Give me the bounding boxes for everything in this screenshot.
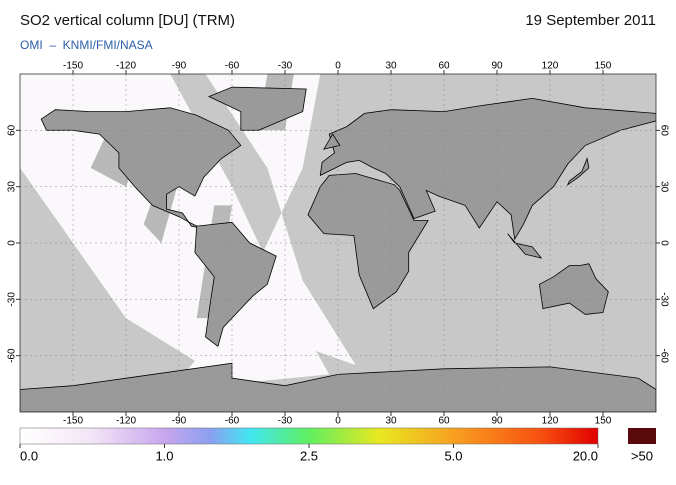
y-tick-label: 0 — [658, 240, 669, 246]
x-tick-label: 120 — [542, 61, 559, 72]
source: OMI – KNMI/FMI/NASA — [20, 38, 153, 52]
map — [20, 74, 656, 412]
land — [40, 107, 242, 229]
y-tick-label: 30 — [658, 181, 669, 193]
x-tick-label: -90 — [172, 61, 187, 72]
x-tick-label: -150 — [63, 416, 83, 427]
x-tick-label: -150 — [63, 61, 83, 72]
x-tick-label: 150 — [595, 61, 612, 72]
y-tick-label: 0 — [7, 240, 18, 246]
x-tick-label: -30 — [278, 61, 293, 72]
y-tick-label: 30 — [7, 181, 18, 193]
x-tick-label: -120 — [116, 416, 136, 427]
x-tick-label: -90 — [172, 416, 187, 427]
land — [194, 221, 277, 347]
colorbar-label: 20.0 — [573, 448, 598, 463]
colorbar-overflow — [628, 428, 656, 444]
land — [566, 157, 590, 186]
colorbar — [19, 427, 599, 445]
colorbar-label: 1.0 — [155, 448, 173, 463]
x-tick-label: 30 — [385, 416, 397, 427]
x-tick-label: 120 — [542, 416, 559, 427]
x-tick-label: -60 — [225, 416, 240, 427]
y-tick-label: -60 — [658, 348, 669, 363]
land — [319, 97, 656, 241]
x-tick-label: 60 — [438, 416, 450, 427]
land — [208, 86, 307, 131]
x-tick-label: 60 — [438, 61, 450, 72]
colorbar-label: 2.5 — [300, 448, 318, 463]
x-tick-label: -60 — [225, 61, 240, 72]
y-tick-label: 60 — [7, 124, 18, 136]
y-tick-label: -30 — [658, 292, 669, 307]
overflow-label: >50 — [631, 448, 653, 463]
x-tick-label: 90 — [491, 61, 503, 72]
title: SO2 vertical column [DU] (TRM) — [20, 12, 235, 29]
x-tick-label: 0 — [335, 416, 341, 427]
x-tick-label: 0 — [335, 61, 341, 72]
x-tick-label: -120 — [116, 61, 136, 72]
colorbar-label: 5.0 — [444, 448, 462, 463]
land — [538, 263, 609, 315]
land — [307, 173, 429, 310]
date: 19 September 2011 — [525, 12, 656, 29]
colorbar-label: 0.0 — [20, 448, 38, 463]
x-tick-label: 90 — [491, 416, 503, 427]
land — [507, 233, 543, 259]
x-tick-label: 150 — [595, 416, 612, 427]
y-tick-label: -30 — [7, 292, 18, 307]
axes: -150 -150 -120 -120 -90 -90 -60 -60 -30 -30 0 0 30 30… — [7, 61, 670, 427]
y-tick-label: -60 — [7, 348, 18, 363]
y-tick-label: 60 — [658, 125, 669, 137]
x-tick-label: -30 — [278, 416, 293, 427]
land — [323, 133, 341, 150]
data-swath — [170, 74, 356, 390]
x-tick-label: 30 — [385, 61, 397, 72]
